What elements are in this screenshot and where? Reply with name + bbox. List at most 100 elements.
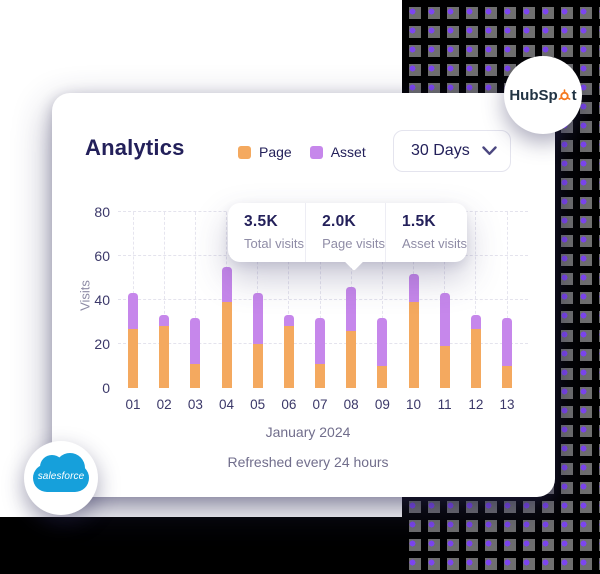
stacked-bar-01[interactable] [128,293,138,388]
tooltip-value: 2.0K [322,213,357,230]
asset-segment[interactable] [470,315,481,329]
asset-segment[interactable] [159,315,170,327]
page-segment[interactable] [502,366,512,388]
legend-label: Asset [330,144,366,160]
page-segment[interactable] [159,326,170,388]
stacked-bar-02[interactable] [159,315,170,388]
bar-column-07: 07 [305,212,336,412]
x-tick-label: 05 [250,397,266,412]
y-tick-label: 0 [102,380,110,396]
bar-column-13: 13 [492,212,523,412]
stacked-bar-08[interactable] [346,286,357,388]
x-tick-label: 03 [187,397,203,412]
bar-column-06: 06 [273,212,304,412]
asset-swatch-icon [309,145,323,159]
stacked-bar-05[interactable] [252,293,263,388]
x-tick-label: 06 [281,397,297,412]
asset-segment[interactable] [346,286,357,331]
page-segment[interactable] [283,326,294,388]
asset-segment[interactable] [128,293,138,329]
asset-segment[interactable] [377,317,388,366]
x-tick-label: 04 [218,397,235,412]
salesforce-logo-badge: salesforce [24,441,98,515]
bar-column-12: 12 [460,212,491,412]
page-segment[interactable] [377,366,388,388]
x-tick-label: 09 [374,397,390,412]
bar-column-02: 02 [149,212,180,412]
refresh-note: Refreshed every 24 hours [227,454,389,470]
stacked-bar-11[interactable] [439,293,450,388]
x-tick-label: 10 [405,397,422,412]
hubspot-logo: HubSp t [509,88,576,103]
x-tick-label: 02 [156,397,172,412]
stacked-bar-10[interactable] [408,273,419,388]
asset-segment[interactable] [221,267,232,303]
stacked-bar-07[interactable] [315,317,325,388]
v-gridline [163,212,165,388]
hubspot-sprocket-icon [558,88,571,102]
tooltip-asset-visits: 1.5K Asset visits [384,203,467,262]
x-tick-label: 07 [312,397,328,412]
stacked-bar-06[interactable] [283,315,294,388]
bar-column-04: 04 [211,212,242,412]
legend-item-page[interactable]: Page [238,144,292,160]
stacked-bar-03[interactable] [190,317,201,388]
x-axis-caption: January 2024 [265,424,351,440]
salesforce-cloud-icon: salesforce [33,453,89,492]
x-tick-label: 11 [437,397,452,412]
chart-tooltip: 3.5K Total visits 2.0K Page visits 1.5K … [228,203,467,262]
plot-area: 01 02 03 04 05 06 07 08 09 10 11 12 13 [118,211,528,412]
page-segment[interactable] [346,330,357,388]
bar-column-01: 01 [118,212,149,412]
page-segment[interactable] [190,363,201,388]
page-segment[interactable] [470,328,481,388]
asset-segment[interactable] [439,293,450,347]
date-range-dropdown[interactable]: 30 Days [393,130,511,172]
asset-segment[interactable] [408,273,419,303]
y-tick-label: 60 [94,248,110,264]
page-segment[interactable] [408,302,419,388]
asset-segment[interactable] [315,317,325,364]
chevron-down-icon [482,146,497,156]
asset-segment[interactable] [190,317,201,364]
page-segment[interactable] [128,328,138,388]
bottom-black-band [0,517,402,574]
tooltip-total-visits: 3.5K Total visits [228,203,305,262]
v-gridline [506,212,508,388]
bar-column-05: 05 [242,212,273,412]
asset-segment[interactable] [502,317,512,366]
page-segment[interactable] [221,302,232,388]
v-gridline [381,212,383,388]
v-gridline [475,212,477,388]
v-gridline [319,212,321,388]
page-segment[interactable] [315,363,325,388]
asset-segment[interactable] [252,293,263,344]
stacked-bar-13[interactable] [502,317,512,388]
stacked-bar-04[interactable] [221,267,232,388]
hubspot-text-suffix: t [571,86,577,104]
hubspot-logo-badge: HubSp t [504,56,582,134]
page-segment[interactable] [252,344,263,388]
y-tick-label: 20 [94,336,110,352]
asset-segment[interactable] [283,315,294,327]
legend-label: Page [259,144,292,160]
bar-column-03: 03 [180,212,211,412]
date-range-value: 30 Days [411,142,470,159]
y-tick-label: 40 [94,292,110,308]
legend-item-asset[interactable]: Asset [309,144,366,160]
chart-legend: Page Asset [238,144,366,160]
stacked-bar-12[interactable] [470,315,481,388]
page-title: Analytics [85,135,185,160]
bar-column-08: 08 [336,212,367,412]
v-gridline [288,212,290,388]
stacked-bar-09[interactable] [377,317,388,388]
x-tick-label: 01 [125,397,141,412]
hubspot-text-prefix: HubSp [509,86,558,104]
h-gridline [118,299,528,300]
tooltip-page-visits: 2.0K Page visits [305,203,385,262]
x-tick-label: 12 [468,397,484,412]
y-tick-label: 80 [94,204,110,220]
page-segment[interactable] [439,346,450,388]
page-swatch-icon [238,145,251,159]
tooltip-value: 3.5K [244,213,278,230]
